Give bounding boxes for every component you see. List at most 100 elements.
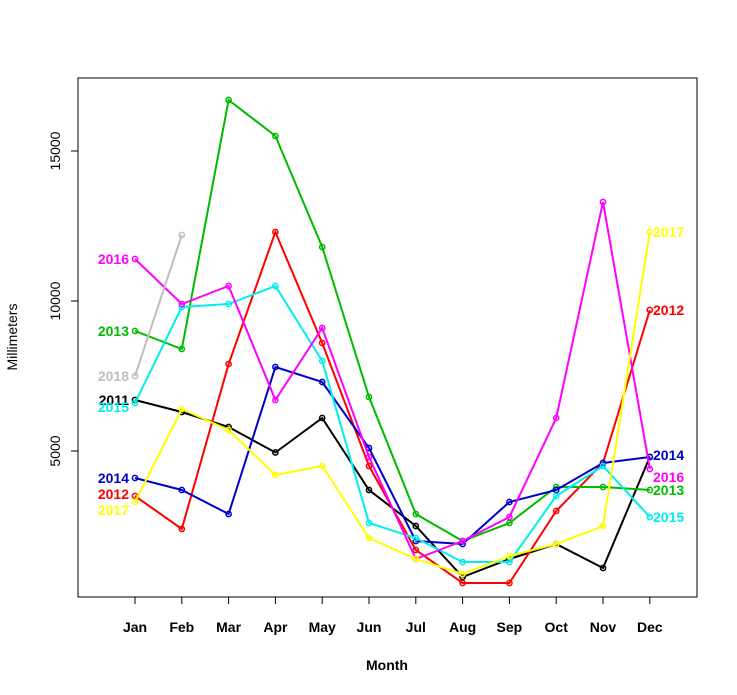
series-line-2014 (134, 365, 650, 546)
data-point-2016 (646, 465, 654, 473)
data-point-2013 (506, 519, 513, 527)
x-tick-label: Dec (637, 619, 663, 635)
data-point-2015 (272, 282, 279, 290)
data-point-2016 (178, 300, 186, 308)
y-axis-title: Millimeters (4, 304, 20, 371)
data-point-2015 (412, 534, 420, 542)
series-line-2018 (134, 234, 183, 377)
data-point-2014 (225, 510, 232, 518)
data-point-2013 (178, 345, 186, 353)
data-point-2017 (599, 522, 607, 530)
series-label-left: 2017 (98, 502, 129, 518)
data-point-2017 (225, 426, 232, 434)
data-point-2018 (178, 231, 186, 239)
x-tick-label: Jul (406, 619, 426, 635)
data-point-2013 (318, 243, 326, 251)
data-point-2016 (272, 396, 279, 404)
data-point-2011 (412, 522, 420, 530)
series-lines (131, 96, 654, 587)
series-label-left: 2016 (98, 251, 129, 267)
series-line-2013 (134, 98, 650, 543)
x-tick-label: Apr (263, 619, 288, 635)
data-point-2015 (365, 519, 373, 527)
data-point-2015 (318, 357, 326, 365)
y-ticks: 5000 10000 15000 (47, 131, 78, 467)
data-point-2012 (272, 228, 279, 236)
data-point-2016 (318, 324, 326, 332)
data-point-2017 (459, 570, 466, 578)
data-point-2013 (365, 393, 373, 401)
series-line-2011 (134, 399, 651, 579)
series-label-right: 2012 (653, 302, 684, 318)
data-point-2017 (412, 555, 420, 563)
data-point-2012 (506, 579, 513, 587)
x-tick-label: Jun (357, 619, 382, 635)
x-tick-label: Oct (545, 619, 569, 635)
y-tick-label: 15000 (47, 131, 63, 170)
data-point-2016 (506, 513, 513, 521)
data-point-2012 (318, 339, 326, 347)
series-label-right: 2014 (653, 447, 684, 463)
data-point-2013 (131, 327, 139, 335)
data-point-2017 (178, 405, 186, 413)
data-point-2016 (599, 198, 607, 206)
data-point-2013 (225, 96, 232, 104)
series-label-left: 2012 (98, 486, 129, 502)
y-tick-label: 10000 (47, 281, 63, 320)
x-tick-label: Mar (216, 619, 241, 635)
data-point-2018 (131, 372, 139, 380)
data-point-2017 (506, 552, 513, 560)
data-point-2015 (506, 558, 513, 566)
data-point-2012 (178, 525, 186, 533)
data-point-2012 (412, 546, 420, 554)
series-label-right: 2017 (653, 224, 684, 240)
data-point-2012 (225, 360, 232, 368)
x-tick-label: May (309, 619, 336, 635)
data-point-2015 (646, 513, 654, 521)
data-point-2012 (646, 306, 654, 314)
data-point-2014 (178, 486, 186, 494)
data-point-2015 (552, 492, 560, 500)
data-point-2017 (272, 471, 279, 479)
series-label-left: 2013 (98, 323, 129, 339)
data-point-2015 (459, 558, 466, 566)
data-point-2015 (599, 462, 607, 470)
series-label-left: 2014 (98, 470, 129, 486)
data-point-2017 (646, 228, 654, 236)
data-point-2014 (131, 474, 139, 482)
data-point-2017 (131, 498, 139, 506)
data-point-2017 (318, 462, 326, 470)
series-label-right: 2013 (653, 482, 684, 498)
x-tick-label: Sep (497, 619, 523, 635)
data-point-2016 (131, 255, 139, 263)
series-label-right: 2016 (653, 469, 684, 485)
data-point-2013 (412, 510, 420, 518)
series-line-2016 (134, 201, 651, 561)
data-point-2013 (599, 483, 607, 491)
data-point-2011 (318, 414, 326, 422)
series-label-right: 2015 (653, 509, 684, 525)
x-tick-label: Nov (590, 619, 617, 635)
series-line-2017 (134, 231, 651, 576)
data-point-2012 (459, 579, 466, 587)
data-point-2016 (459, 537, 466, 545)
x-axis-title: Month (366, 657, 408, 673)
x-tick-label: Jan (123, 619, 147, 635)
data-point-2015 (225, 300, 232, 308)
data-point-2017 (552, 540, 560, 548)
data-point-2016 (225, 282, 232, 290)
x-tick-label: Aug (449, 619, 476, 635)
data-point-2011 (365, 486, 373, 494)
data-point-2014 (506, 498, 513, 506)
series-label-left: 2018 (98, 368, 129, 384)
series-label-left: 2015 (98, 399, 129, 415)
data-point-2013 (272, 132, 279, 140)
data-point-2012 (365, 462, 373, 470)
data-point-2016 (552, 414, 560, 422)
data-point-2011 (272, 449, 279, 456)
data-point-2016 (365, 453, 373, 461)
x-ticks: Jan Feb Mar Apr May Jun Jul Aug Sep Oct Nov Dec (123, 597, 663, 635)
data-point-2014 (318, 378, 326, 386)
data-point-2014 (552, 486, 560, 494)
